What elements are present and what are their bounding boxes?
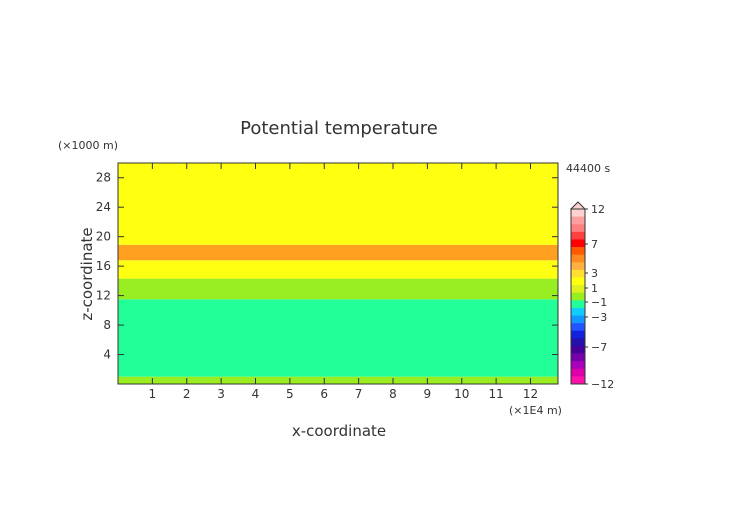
colorbar-label-0: 12 <box>591 203 605 216</box>
heatmap-band-4 <box>118 244 558 261</box>
x-tick-label-8: 9 <box>424 387 432 401</box>
y-tick-label-0: 4 <box>103 348 111 362</box>
colorbar-segment-10 <box>571 285 585 293</box>
x-tick-label-1: 2 <box>183 387 191 401</box>
chart-title: Potential temperature <box>240 118 438 139</box>
colorbar-segment-13 <box>571 307 585 316</box>
colorbar-segment-20 <box>571 361 585 370</box>
colorbar-segment-12 <box>571 300 585 309</box>
colorbar-segment-22 <box>571 376 585 385</box>
colorbar-segment-9 <box>571 277 585 286</box>
x-tick-label-7: 8 <box>389 387 397 401</box>
x-axis-label: x-coordinate <box>292 422 386 440</box>
colorbar-segment-2 <box>571 224 585 233</box>
x-tick-label-0: 1 <box>149 387 157 401</box>
colorbar-segment-8 <box>571 269 585 278</box>
colorbar-segment-5 <box>571 247 585 255</box>
colorbar-segment-1 <box>571 216 585 225</box>
colorbar-segment-3 <box>571 231 585 240</box>
x-tick-label-2: 3 <box>217 387 225 401</box>
colorbar-segment-4 <box>571 239 585 248</box>
colorbar-segment-11 <box>571 292 585 301</box>
x-tick-label-6: 7 <box>355 387 363 401</box>
y-tick-label-1: 8 <box>103 318 111 332</box>
heatmap-bands <box>118 163 558 384</box>
heatmap-band-5 <box>118 163 558 245</box>
x-axis-unit: (×1E4 m) <box>509 404 562 417</box>
heatmap-band-3 <box>118 260 558 279</box>
colorbar-label-3: 1 <box>591 282 598 295</box>
y-axis-unit: (×1000 m) <box>58 139 118 152</box>
x-tick-label-10: 11 <box>488 387 503 401</box>
x-tick-label-3: 4 <box>252 387 260 401</box>
colorbar-segment-21 <box>571 368 585 377</box>
colorbar-segment-14 <box>571 315 585 324</box>
x-tick-label-11: 12 <box>523 387 538 401</box>
colorbar-frame <box>570 208 586 385</box>
colorbar-label-7: −12 <box>591 378 614 391</box>
colorbar-segment-6 <box>571 254 585 263</box>
y-tick-label-5: 24 <box>96 200 111 214</box>
colorbar-arrow <box>569 201 587 210</box>
colorbar-segment-15 <box>571 323 585 332</box>
y-tick-label-3: 16 <box>96 259 111 273</box>
colorbar-label-1: 7 <box>591 238 598 251</box>
colorbar-segment-0 <box>571 209 585 217</box>
colorbar-label-6: −7 <box>591 341 607 354</box>
time-label: 44400 s <box>566 162 610 175</box>
y-tick-label-6: 28 <box>96 171 111 185</box>
colorbar-label-4: −1 <box>591 296 607 309</box>
x-tick-label-4: 5 <box>286 387 294 401</box>
y-tick-label-2: 12 <box>96 289 111 303</box>
colorbar-segment-7 <box>571 262 585 271</box>
heatmap-band-2 <box>118 278 558 300</box>
colorbar-label-5: −3 <box>591 311 607 324</box>
y-tick-label-4: 20 <box>96 230 111 244</box>
x-tick-label-5: 6 <box>320 387 328 401</box>
colorbar-segment-18 <box>571 345 585 354</box>
colorbar: 12 7 3 1−1 −3 −7 −12 <box>569 201 614 391</box>
y-axis-label: z-coordinate <box>78 227 96 320</box>
heatmap-band-1 <box>118 299 558 377</box>
colorbar-segment-16 <box>571 330 585 339</box>
colorbar-segment-19 <box>571 353 585 362</box>
colorbar-label-2: 3 <box>591 267 598 280</box>
plot-frame <box>117 162 559 385</box>
colorbar-segment-17 <box>571 338 585 347</box>
heatmap-band-0 <box>118 376 558 384</box>
x-tick-label-9: 10 <box>454 387 469 401</box>
